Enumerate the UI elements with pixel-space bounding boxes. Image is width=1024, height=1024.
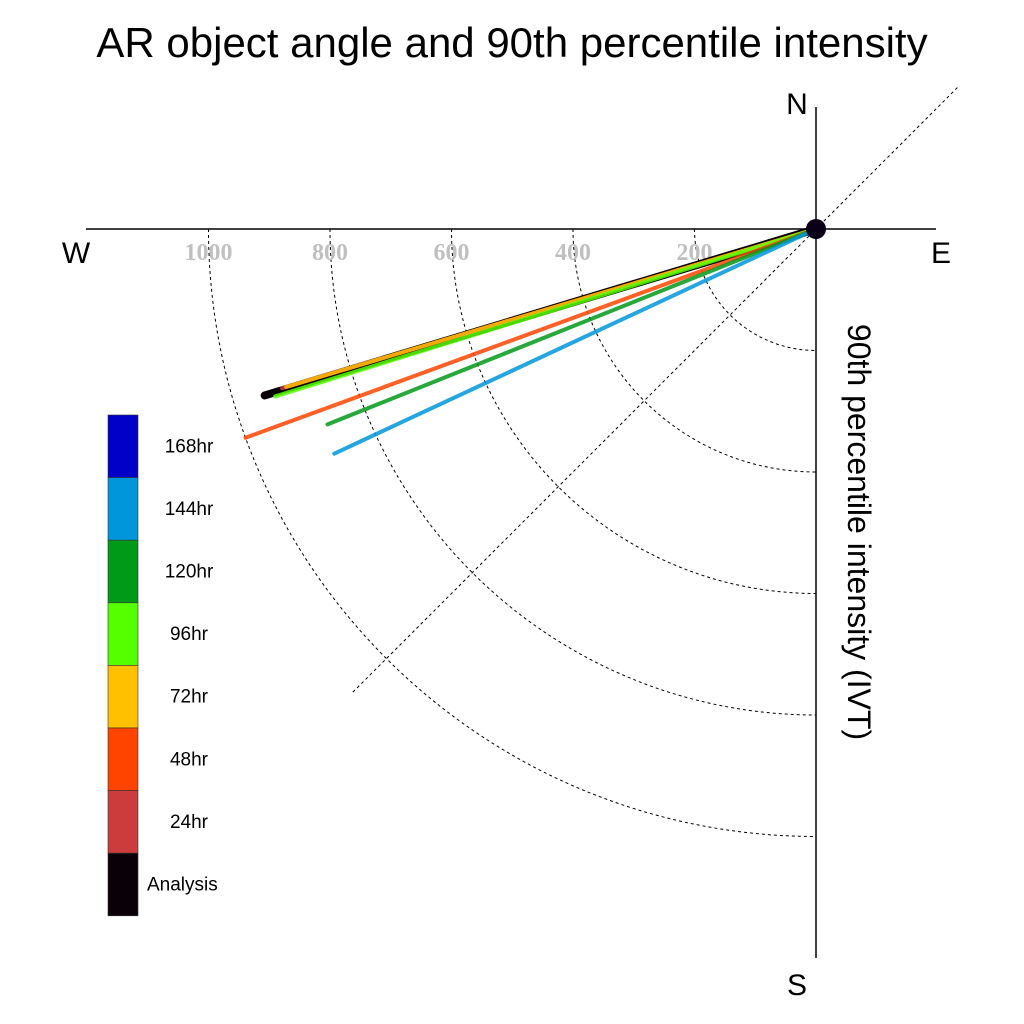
radial-ring-600: [451, 228, 817, 594]
forecast-vectors: [243, 225, 820, 456]
legend-swatch-72hr: [107, 665, 139, 729]
radial-ring-800: [329, 228, 817, 716]
legend-label-96hr: 96hr: [170, 624, 209, 645]
compass-north-label: N: [786, 88, 808, 121]
compass-east-label: E: [931, 237, 951, 270]
radial-tick-label-600: 600: [434, 240, 470, 266]
legend-label-24hr: 24hr: [170, 812, 209, 833]
vector-120hr: [325, 227, 818, 427]
legend-label-72hr: 72hr: [170, 687, 209, 708]
radial-tick-label-400: 400: [555, 240, 591, 266]
legend: 168hr 144hr 120hr 96hr 72hr 48hr 24hr Analysis: [107, 414, 218, 917]
legend-swatch-144hr: [107, 477, 139, 541]
radial-ring-1000: [208, 228, 817, 837]
legend-label-144hr: 144hr: [165, 499, 214, 520]
legend-swatch-48hr: [107, 727, 139, 791]
legend-label-168hr: 168hr: [165, 436, 214, 457]
legend-swatch-24hr: [107, 790, 139, 854]
vector-144hr: [332, 227, 818, 456]
radial-ring-400: [572, 228, 817, 473]
chart-title: AR object angle and 90th percentile inte…: [96, 19, 927, 66]
origin-marker: [806, 219, 826, 239]
polar-grid: [208, 87, 958, 837]
radial-tick-label-1000: 1000: [185, 240, 233, 266]
compass-west-label: W: [62, 237, 91, 270]
legend-label-analysis: Analysis: [147, 875, 218, 896]
legend-swatch-analysis: [107, 852, 139, 917]
legend-swatch-96hr: [107, 602, 139, 666]
legend-label-120hr: 120hr: [165, 562, 214, 583]
vector-96hr: [273, 227, 818, 399]
vector-48hr: [243, 227, 818, 440]
diagonal-guide-line: [351, 87, 958, 694]
legend-label-48hr: 48hr: [170, 749, 209, 770]
compass-south-label: S: [787, 969, 807, 1002]
legend-swatch-120hr: [107, 539, 139, 604]
radial-tick-label-800: 800: [312, 240, 348, 266]
radial-ring-200: [694, 228, 817, 351]
legend-swatch-168hr: [107, 414, 139, 478]
y-axis-label: 90th percentile intensity (IVT): [841, 324, 877, 740]
